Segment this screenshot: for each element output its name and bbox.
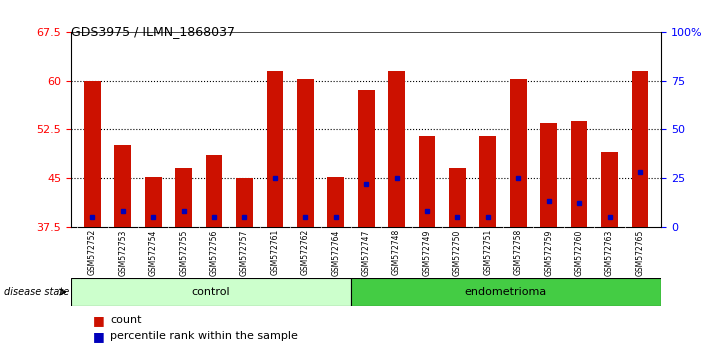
Bar [510,79,527,227]
Text: GSM572759: GSM572759 [544,229,553,275]
Text: disease state: disease state [4,287,69,297]
Text: GSM572764: GSM572764 [331,229,341,275]
Bar [84,81,101,227]
Text: GSM572756: GSM572756 [210,229,218,275]
Bar [267,71,283,227]
Text: count: count [110,315,141,325]
Text: percentile rank within the sample: percentile rank within the sample [110,331,298,341]
Text: control: control [191,287,230,297]
Text: GSM572761: GSM572761 [270,229,279,275]
Text: GSM572749: GSM572749 [422,229,432,275]
Bar [176,167,192,227]
Bar [205,155,223,227]
Bar [114,145,131,227]
Bar [388,71,405,227]
Text: GSM572753: GSM572753 [118,229,127,275]
Text: endometrioma: endometrioma [465,287,547,297]
Bar [297,79,314,227]
Bar [540,123,557,227]
Bar [71,278,351,306]
Text: GSM572758: GSM572758 [514,229,523,275]
Text: GSM572751: GSM572751 [483,229,492,275]
Text: GSM572754: GSM572754 [149,229,158,275]
Bar [571,121,587,227]
Text: GSM572765: GSM572765 [636,229,644,275]
Bar [145,177,161,227]
Bar [327,177,344,227]
Text: GSM572752: GSM572752 [88,229,97,275]
Text: GSM572763: GSM572763 [605,229,614,275]
Text: GSM572750: GSM572750 [453,229,462,275]
Bar [449,168,466,227]
Text: GSM572760: GSM572760 [574,229,584,275]
Bar [419,136,435,227]
Text: GDS3975 / ILMN_1868037: GDS3975 / ILMN_1868037 [71,25,235,38]
Text: ■: ■ [92,330,105,343]
Bar [602,152,618,227]
Text: GSM572748: GSM572748 [392,229,401,275]
Bar [631,71,648,227]
Bar [236,178,253,227]
Bar [358,90,375,227]
Bar [351,278,661,306]
Text: GSM572757: GSM572757 [240,229,249,275]
Text: GSM572755: GSM572755 [179,229,188,275]
Text: GSM572747: GSM572747 [362,229,370,275]
Text: GSM572762: GSM572762 [301,229,310,275]
Bar [479,136,496,227]
Text: ■: ■ [92,314,105,327]
